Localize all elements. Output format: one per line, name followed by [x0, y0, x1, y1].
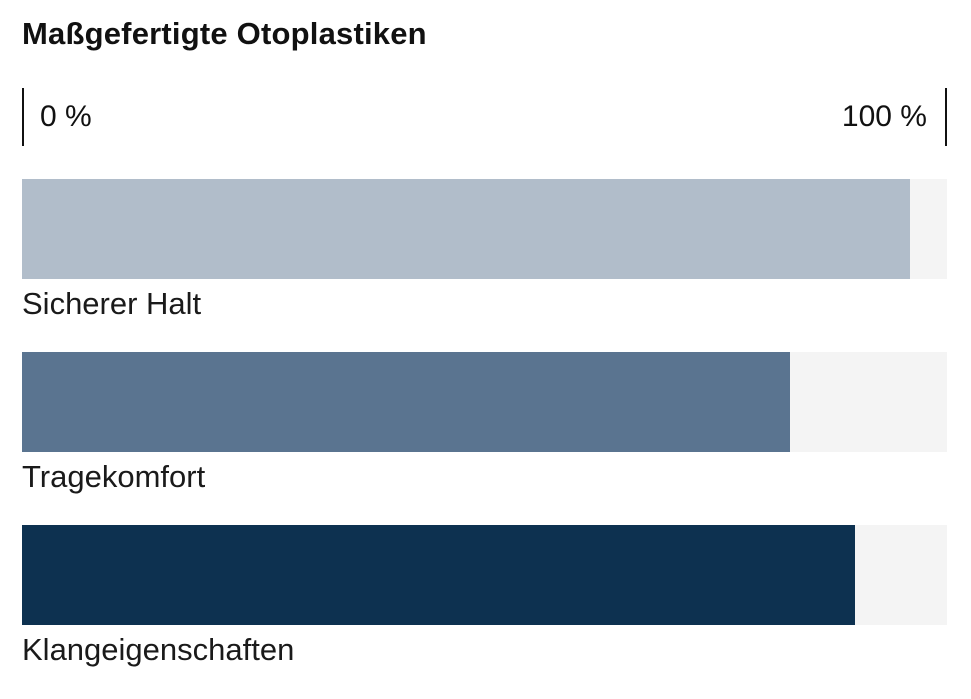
bar-fill: [22, 179, 910, 279]
bar-label: Sicherer Halt: [22, 286, 202, 321]
bar-label: Klangeigenschaften: [22, 632, 295, 668]
axis-tick-max: [945, 88, 947, 146]
bar-rows: Sicherer Halt Tragekomfort Klangeigenschaf…: [22, 179, 947, 672]
axis: 0 % 100 %: [22, 88, 947, 146]
bar-track: [22, 525, 947, 626]
bar-row: Tragekomfort: [22, 352, 947, 499]
axis-label-min: 0 %: [40, 100, 92, 133]
bar-label: Tragekomfort: [22, 459, 206, 495]
bar-fill: [22, 525, 855, 626]
bar-track: [22, 352, 947, 453]
chart-title: Maßgefertigte Otoplastiken: [22, 16, 427, 51]
bar-fill: [22, 352, 790, 453]
bar-row: Klangeigenschaften: [22, 525, 947, 672]
bar-row: Sicherer Halt: [22, 179, 947, 326]
axis-label-max: 100 %: [841, 100, 927, 133]
bar-track: [22, 179, 947, 279]
axis-tick-min: [22, 88, 24, 146]
